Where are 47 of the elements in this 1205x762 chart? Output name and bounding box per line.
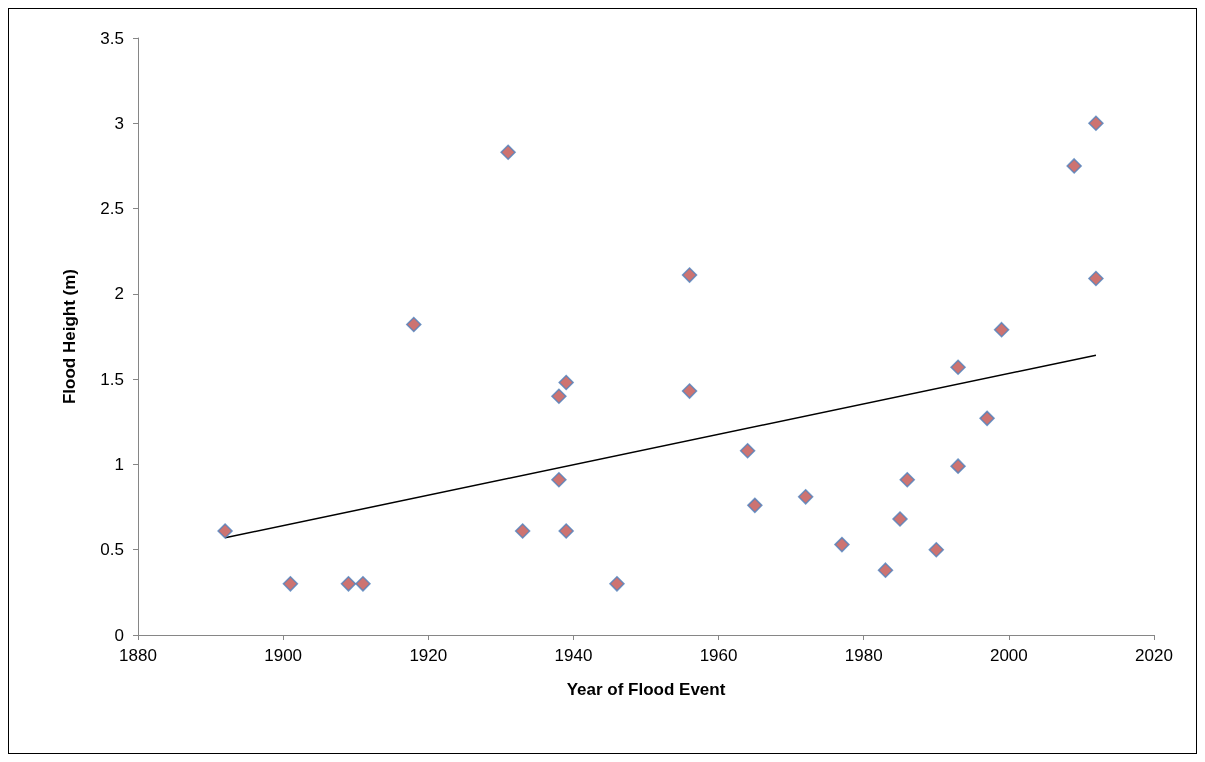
- x-tick-label: 1980: [844, 646, 883, 665]
- point: [340, 576, 357, 592]
- point: [1088, 270, 1104, 287]
- x-tick-label: 1960: [699, 646, 738, 665]
- point: [1066, 158, 1082, 174]
- point: [514, 523, 531, 539]
- point: [681, 267, 698, 283]
- point: [217, 523, 233, 539]
- point: [558, 374, 574, 391]
- point: [950, 458, 966, 474]
- point: [681, 383, 698, 399]
- point: [551, 472, 567, 488]
- point: [1088, 115, 1104, 132]
- point: [834, 536, 850, 553]
- point: [979, 410, 995, 427]
- y-tick-label: 2: [114, 284, 124, 304]
- point: [500, 144, 516, 161]
- x-tick-label: 2000: [989, 646, 1028, 665]
- y-tick-label: 2.5: [100, 199, 124, 219]
- point: [892, 511, 908, 527]
- point: [551, 388, 567, 404]
- x-tick-label: 1920: [409, 646, 448, 665]
- point: [993, 321, 1010, 338]
- y-tick-label: 0.5: [100, 540, 124, 560]
- point: [406, 316, 422, 333]
- y-tick-label: 0: [114, 625, 124, 645]
- x-tick-label: 2020: [1135, 646, 1173, 665]
- x-tick-label: 1880: [119, 646, 157, 665]
- point: [950, 359, 966, 375]
- y-tick-label: 3.5: [100, 28, 124, 48]
- point: [877, 562, 894, 578]
- point: [797, 489, 814, 505]
- y-tick-label: 3: [114, 113, 124, 133]
- point: [282, 576, 299, 592]
- point: [899, 472, 916, 488]
- x-tick-label: 1900: [264, 646, 303, 665]
- point: [355, 576, 371, 592]
- x-tick-label: 1940: [554, 646, 593, 665]
- point: [609, 576, 625, 592]
- point: [558, 523, 574, 539]
- point: [928, 541, 945, 558]
- x-axis-title: Year of Flood Event: [566, 680, 726, 699]
- point: [739, 443, 756, 459]
- point: [747, 497, 763, 514]
- y-tick-label: 1.5: [100, 369, 124, 389]
- y-tick-label: 1: [114, 454, 124, 474]
- y-axis-title: Flood Height (m): [60, 268, 79, 405]
